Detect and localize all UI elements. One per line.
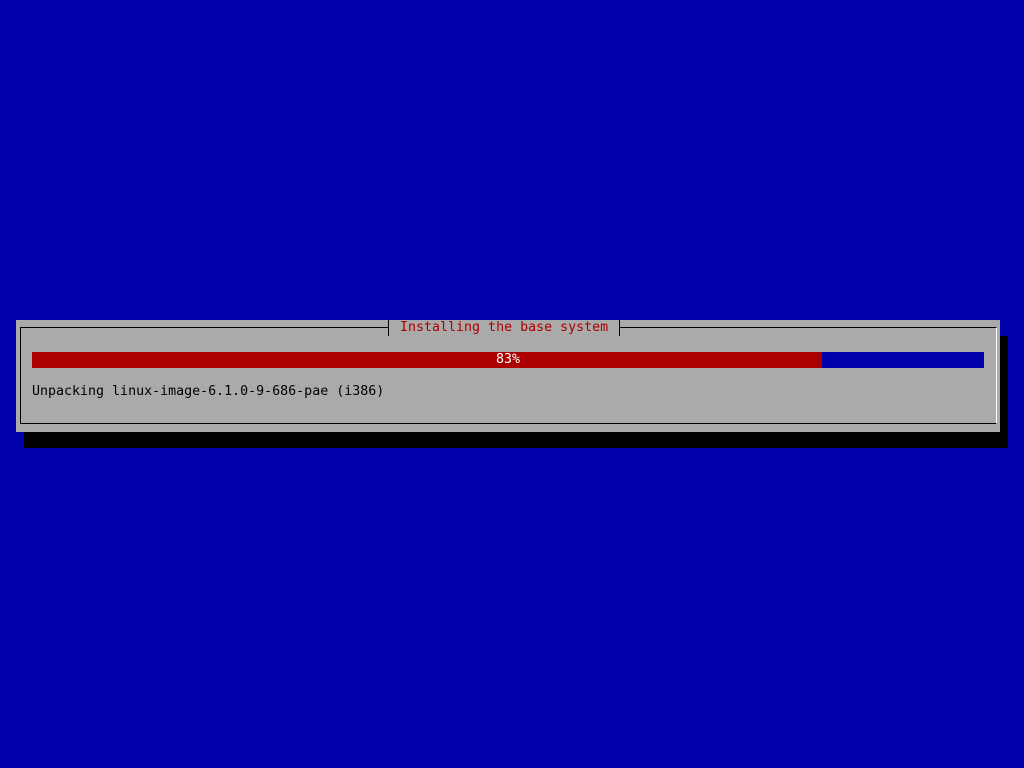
dialog-title: Installing the base system xyxy=(388,320,621,336)
progress-bar: 83% xyxy=(32,352,984,368)
status-message: Unpacking linux-image-6.1.0-9-686-pae (i… xyxy=(32,384,385,399)
progress-bar-fill xyxy=(32,352,823,368)
progress-percent-label: 83% xyxy=(495,352,521,367)
dialog-frame xyxy=(20,327,997,424)
install-progress-dialog: Installing the base system 83% Unpacking… xyxy=(16,320,1000,432)
